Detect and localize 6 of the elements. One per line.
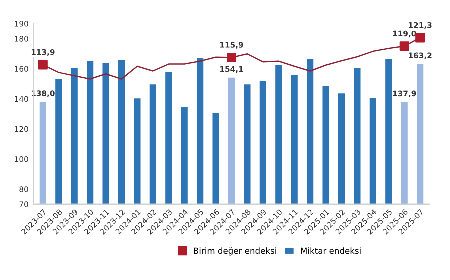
legend-label: Miktar endeksi [301,248,361,254]
point [227,52,236,62]
point [416,33,426,43]
point [38,60,48,70]
point [400,42,410,52]
legend-label: Birim değer endeksi [194,247,276,256]
